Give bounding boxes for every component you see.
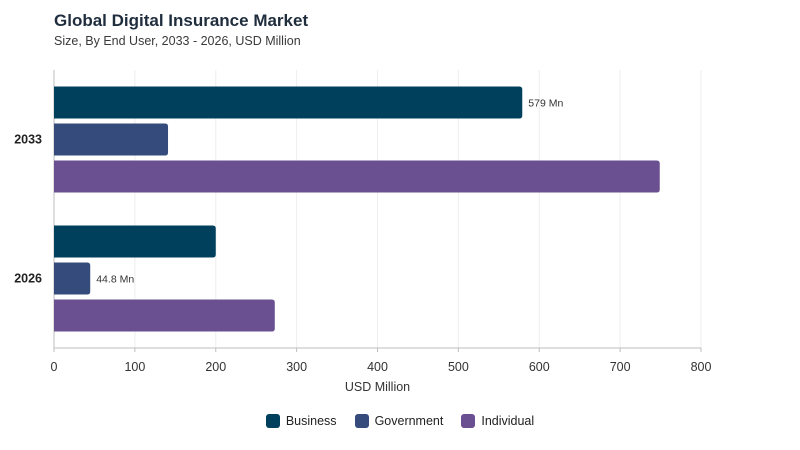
y-tick-label: 2026 xyxy=(14,272,42,286)
chart-title: Global Digital Insurance Market xyxy=(54,11,309,30)
data-label: 44.8 Mn xyxy=(96,274,134,286)
bar xyxy=(54,160,660,193)
x-tick-label: 300 xyxy=(286,360,307,374)
legend-swatch xyxy=(265,414,280,428)
y-tick-label: 2033 xyxy=(14,133,42,147)
legend-label: Government xyxy=(374,414,444,428)
legend-item[interactable]: Individual xyxy=(461,414,534,428)
x-tick-label: 500 xyxy=(448,360,469,374)
x-tick-label: 200 xyxy=(205,360,226,374)
data-label: 579 Mn xyxy=(528,98,563,110)
bar xyxy=(54,86,523,119)
legend: Business Government Individual xyxy=(0,414,800,428)
x-tick-label: 700 xyxy=(610,360,631,374)
legend-swatch xyxy=(354,414,369,428)
x-tick-label: 100 xyxy=(124,360,145,374)
x-tick-label: 400 xyxy=(367,360,388,374)
legend-item[interactable]: Government xyxy=(354,414,444,428)
x-tick-label: 800 xyxy=(691,360,712,374)
x-axis-label: USD Million xyxy=(345,380,410,394)
bar xyxy=(54,225,216,258)
legend-label: Individual xyxy=(481,414,535,428)
legend-swatch xyxy=(461,414,476,428)
legend-label: Business xyxy=(285,414,337,428)
legend-item[interactable]: Business xyxy=(265,414,337,428)
bar xyxy=(54,299,275,332)
bar xyxy=(54,123,169,156)
x-tick-label: 600 xyxy=(529,360,550,374)
chart-subtitle: Size, By End User, 2033 - 2026, USD Mill… xyxy=(54,34,301,48)
x-tick-label: 0 xyxy=(51,360,58,374)
bar xyxy=(54,262,91,295)
